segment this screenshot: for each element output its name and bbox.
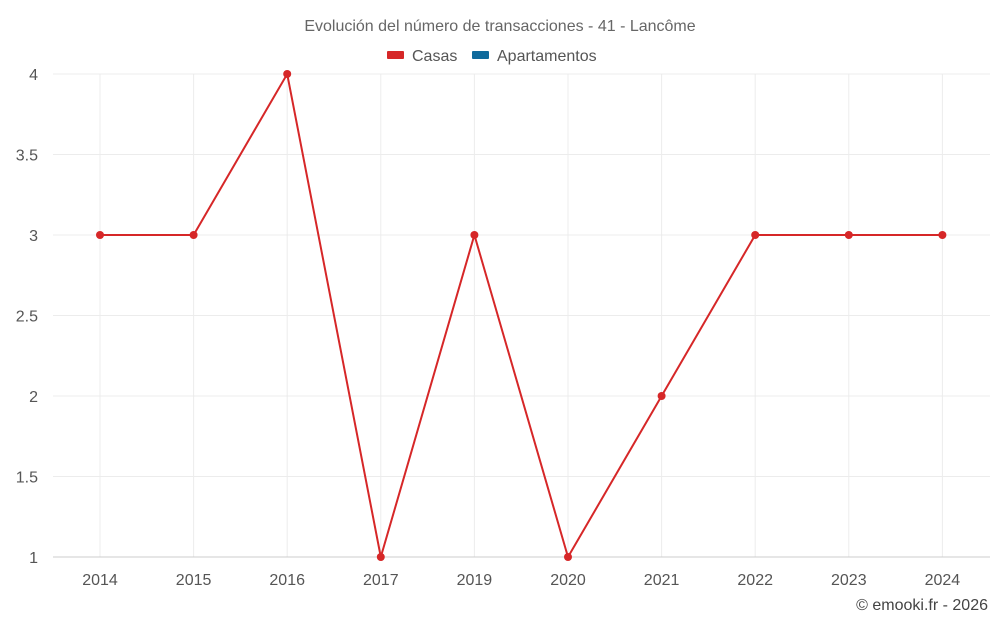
x-tick-label: 2017 [363, 572, 399, 589]
y-tick-label: 2 [29, 389, 38, 406]
legend-label-apartamentos: Apartamentos [497, 48, 597, 65]
x-tick-label: 2014 [82, 572, 118, 589]
legend-swatch-apartamentos [472, 51, 489, 59]
series-casas [96, 70, 947, 561]
data-point [938, 231, 947, 239]
series-line-casas [100, 71, 943, 560]
data-point [470, 231, 479, 239]
data-point [564, 553, 572, 561]
legend-item-apartamentos[interactable]: Apartamentos [472, 48, 597, 65]
x-tick-label: 2021 [644, 572, 680, 589]
x-tick-label: 2015 [176, 572, 212, 589]
y-tick-label: 3.5 [16, 148, 38, 165]
data-point [283, 70, 292, 78]
data-point [657, 392, 666, 400]
x-axis: 2014 2015 2016 2017 2019 2020 2021 2022 2023 2024 [53, 556, 990, 589]
legend: Casas Apartamentos [387, 48, 597, 65]
legend-item-casas[interactable]: Casas [387, 48, 457, 65]
data-point [189, 231, 198, 239]
x-tick-label: 2023 [831, 572, 867, 589]
legend-swatch-casas [387, 51, 404, 59]
data-point [844, 231, 853, 239]
x-tick-label: 2024 [925, 572, 961, 589]
data-point [376, 553, 385, 561]
y-tick-label: 1.5 [16, 470, 38, 487]
x-tick-label: 2019 [457, 572, 493, 589]
legend-label-casas: Casas [412, 48, 457, 65]
chart-title: Evolución del número de transacciones - … [304, 18, 695, 35]
x-tick-label: 2022 [737, 572, 773, 589]
y-axis: 1 1.5 2 2.5 3 3.5 4 [16, 67, 38, 567]
y-tick-label: 4 [29, 67, 38, 84]
x-tick-label: 2020 [550, 572, 586, 589]
x-tick-label: 2016 [269, 572, 305, 589]
y-tick-label: 3 [29, 228, 38, 245]
grid [53, 73, 990, 558]
y-tick-label: 1 [29, 550, 38, 567]
data-point [751, 231, 760, 239]
credit-text: © emooki.fr - 2026 [856, 597, 988, 614]
y-tick-label: 2.5 [16, 309, 38, 326]
data-point [96, 231, 104, 239]
